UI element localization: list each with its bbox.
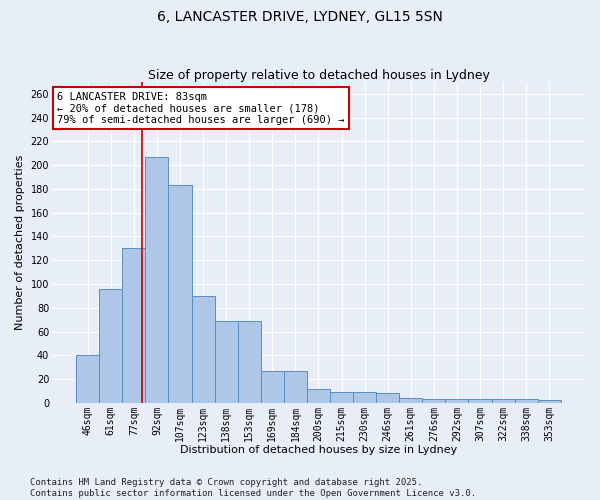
Text: 6 LANCASTER DRIVE: 83sqm
← 20% of detached houses are smaller (178)
79% of semi-: 6 LANCASTER DRIVE: 83sqm ← 20% of detach…: [57, 92, 345, 125]
Bar: [215, 321, 238, 403]
Bar: [145, 157, 169, 403]
Bar: [376, 394, 399, 403]
Bar: [469, 399, 491, 403]
Bar: [122, 248, 145, 403]
Bar: [76, 356, 99, 403]
Text: Contains HM Land Registry data © Crown copyright and database right 2025.
Contai: Contains HM Land Registry data © Crown c…: [30, 478, 476, 498]
Bar: [169, 186, 191, 403]
Bar: [491, 399, 515, 403]
Bar: [515, 399, 538, 403]
Bar: [261, 370, 284, 403]
Bar: [191, 296, 215, 403]
Bar: [422, 399, 445, 403]
Bar: [445, 399, 469, 403]
Bar: [238, 321, 261, 403]
Bar: [307, 388, 330, 403]
Bar: [399, 398, 422, 403]
Y-axis label: Number of detached properties: Number of detached properties: [15, 154, 25, 330]
Bar: [99, 288, 122, 403]
Bar: [538, 400, 561, 403]
Text: 6, LANCASTER DRIVE, LYDNEY, GL15 5SN: 6, LANCASTER DRIVE, LYDNEY, GL15 5SN: [157, 10, 443, 24]
X-axis label: Distribution of detached houses by size in Lydney: Distribution of detached houses by size …: [180, 445, 457, 455]
Bar: [353, 392, 376, 403]
Bar: [330, 392, 353, 403]
Bar: [284, 370, 307, 403]
Title: Size of property relative to detached houses in Lydney: Size of property relative to detached ho…: [148, 69, 490, 82]
